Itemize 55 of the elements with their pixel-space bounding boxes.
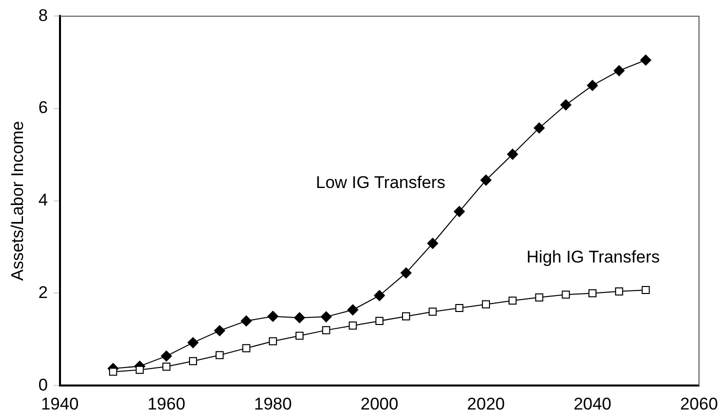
series-label: High IG Transfers bbox=[526, 248, 660, 267]
point bbox=[188, 337, 199, 348]
y-tick-label: 2 bbox=[38, 282, 48, 302]
point bbox=[320, 311, 332, 322]
point bbox=[374, 290, 385, 302]
point bbox=[268, 337, 277, 346]
point bbox=[188, 357, 198, 366]
point bbox=[508, 296, 517, 305]
point bbox=[454, 206, 465, 218]
point bbox=[615, 287, 624, 296]
point bbox=[586, 80, 598, 91]
point bbox=[560, 99, 572, 110]
x-tick-label: 2000 bbox=[360, 394, 398, 414]
point bbox=[216, 351, 224, 360]
y-axis-title: Assets/Labor Income bbox=[8, 121, 27, 281]
point bbox=[427, 238, 438, 249]
x-tick-label: 1940 bbox=[40, 394, 79, 414]
point bbox=[562, 290, 570, 299]
point bbox=[267, 310, 278, 322]
point bbox=[109, 368, 118, 376]
point bbox=[480, 174, 492, 186]
point bbox=[240, 315, 252, 326]
point bbox=[400, 267, 412, 278]
y-tick-label: 8 bbox=[38, 6, 48, 25]
point bbox=[614, 65, 625, 76]
x-tick-label: 1980 bbox=[254, 394, 292, 414]
point bbox=[402, 312, 410, 320]
point bbox=[347, 304, 358, 316]
point bbox=[640, 54, 652, 66]
y-tick-label: 0 bbox=[38, 375, 48, 394]
point bbox=[482, 300, 490, 308]
series-label: Low IG Transfers bbox=[316, 173, 446, 192]
x-tick-label: 2040 bbox=[574, 394, 612, 414]
point bbox=[375, 316, 384, 325]
point bbox=[534, 122, 545, 134]
x-tick-label: 2060 bbox=[680, 394, 718, 414]
point bbox=[348, 322, 357, 330]
y-tick-label: 6 bbox=[38, 98, 48, 118]
point bbox=[428, 308, 437, 316]
point bbox=[588, 289, 597, 298]
point bbox=[642, 286, 650, 294]
point bbox=[322, 326, 330, 334]
point bbox=[535, 293, 544, 302]
point bbox=[455, 304, 464, 312]
point bbox=[162, 362, 170, 371]
point bbox=[507, 148, 518, 160]
point bbox=[296, 332, 304, 340]
y-tick-label: 4 bbox=[38, 190, 48, 210]
point bbox=[214, 325, 226, 336]
point bbox=[294, 312, 306, 324]
point bbox=[160, 350, 172, 362]
x-tick-label: 1960 bbox=[147, 394, 186, 414]
point bbox=[136, 366, 144, 374]
point bbox=[242, 344, 250, 352]
x-tick-label: 2020 bbox=[467, 394, 505, 414]
